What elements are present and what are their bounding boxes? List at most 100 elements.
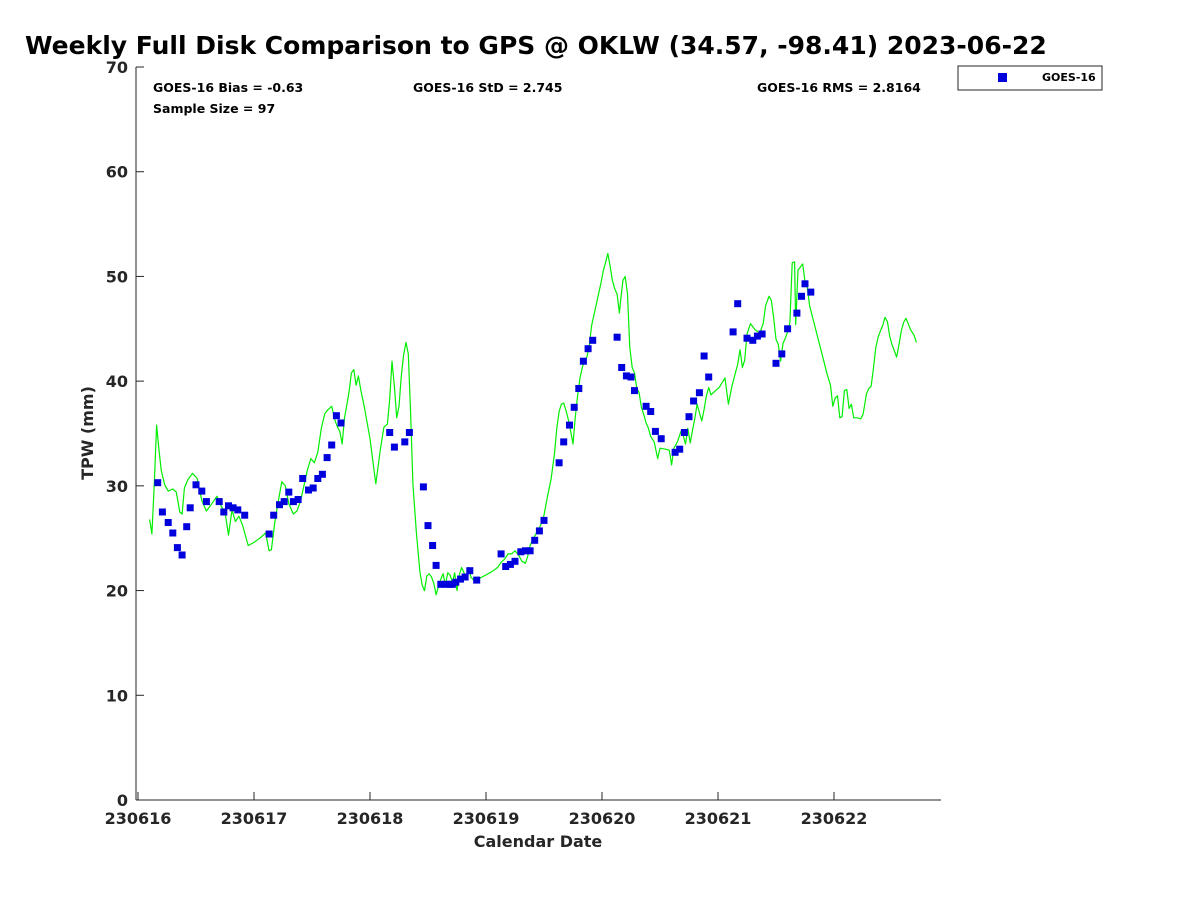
x-tick-label: 230617 [221,809,288,828]
y-tick-label: 60 [106,163,128,182]
goes16-point [584,345,592,353]
goes16-point [497,550,505,558]
goes16-point [502,563,510,570]
y-tick-label: 0 [117,791,128,810]
goes16-point [225,502,232,510]
y-tick-label: 10 [106,686,128,705]
x-axis-ticks: 230616 230617 230618 230619 230620 230621 2306… [105,792,868,828]
goes16-point [540,516,548,524]
goes16-point [158,508,166,516]
legend-goes16-label: GOES-16 [1042,71,1096,84]
goes16-point [506,560,514,568]
y-tick-label: 30 [106,477,128,496]
goes16-point [627,373,635,381]
goes16-point [570,403,578,411]
goes16-point [589,336,597,344]
goes16-point [386,429,394,436]
goes16-point [466,567,474,575]
goes16-point [758,330,766,338]
goes16-point [294,496,302,503]
goes16-point [202,498,210,506]
goes16-point [173,544,181,552]
goes16-point [798,292,805,300]
goes16-point [657,435,665,443]
x-tick-label: 230620 [569,809,636,828]
goes16-point [309,484,317,492]
x-tick-label: 230622 [801,809,868,828]
goes16-point [700,352,708,360]
chart-title: Weekly Full Disk Comparison to GPS @ OKL… [25,31,1047,60]
goes16-point [473,576,481,584]
goes16-point [743,334,751,342]
goes16-point [432,561,440,569]
goes16-point [289,498,297,506]
goes16-point [337,419,345,427]
goes16-point [332,412,340,420]
goes16-point [729,328,737,336]
y-tick-label: 40 [106,372,128,391]
goes16-point [241,511,249,519]
rms-stat: GOES-16 RMS = 2.8164 [757,80,921,95]
x-tick-label: 230621 [685,809,752,828]
goes16-point [753,332,761,340]
goes16-point [772,359,780,367]
goes16-point [280,498,288,506]
goes16-point [178,551,186,559]
goes16-point [192,481,200,489]
goes16-point [575,385,583,392]
goes16-point [220,508,228,516]
goes16-point [526,547,534,555]
goes16-point [749,336,757,344]
gps-series [149,252,917,596]
goes16-point [705,373,713,381]
x-tick-label: 230619 [453,809,520,828]
goes16-point [265,530,273,538]
goes16-point [807,288,815,296]
goes16-point [622,372,630,380]
goes16-point [642,402,650,410]
goes16-point [401,438,409,446]
goes16-point [801,280,809,288]
goes16-point [511,557,519,565]
std-stat: GOES-16 StD = 2.745 [413,80,562,95]
goes16-point [186,504,194,512]
sample-size-stat: Sample Size = 97 [153,101,275,116]
y-axis-ticks: 0 10 20 30 40 50 60 70 [106,58,144,810]
goes16-series [154,280,815,588]
goes16-point [560,438,568,446]
goes16-point [198,487,206,495]
goes16-point [685,413,693,421]
goes16-point [680,429,688,436]
goes16-point [566,421,573,429]
goes16-point [229,504,237,512]
goes16-point [517,548,525,556]
goes16-point [424,522,432,530]
goes16-point [305,486,312,494]
goes16-point [647,408,655,415]
goes16-point [531,536,539,544]
goes16-point [555,459,563,467]
goes16-point [461,573,469,581]
goes16-point [778,350,786,358]
goes16-point [314,475,322,482]
goes16-point [734,300,742,308]
goes16-point [441,580,449,588]
goes16-point [328,441,336,449]
goes16-point [671,448,679,456]
goes16-point [429,542,437,549]
gps-line [149,252,917,596]
goes16-point [613,333,621,341]
goes16-point [457,575,464,583]
goes16-point [793,309,801,317]
goes16-point [183,523,191,531]
x-axis-label: Calendar Date [474,832,603,851]
goes16-point [437,580,445,588]
legend-goes16-marker [998,73,1007,82]
goes16-point [618,364,626,371]
goes16-point [234,506,242,514]
goes16-point [405,429,413,436]
x-tick-label: 230616 [105,809,172,828]
goes16-point [276,501,283,509]
goes16-point [695,389,703,397]
